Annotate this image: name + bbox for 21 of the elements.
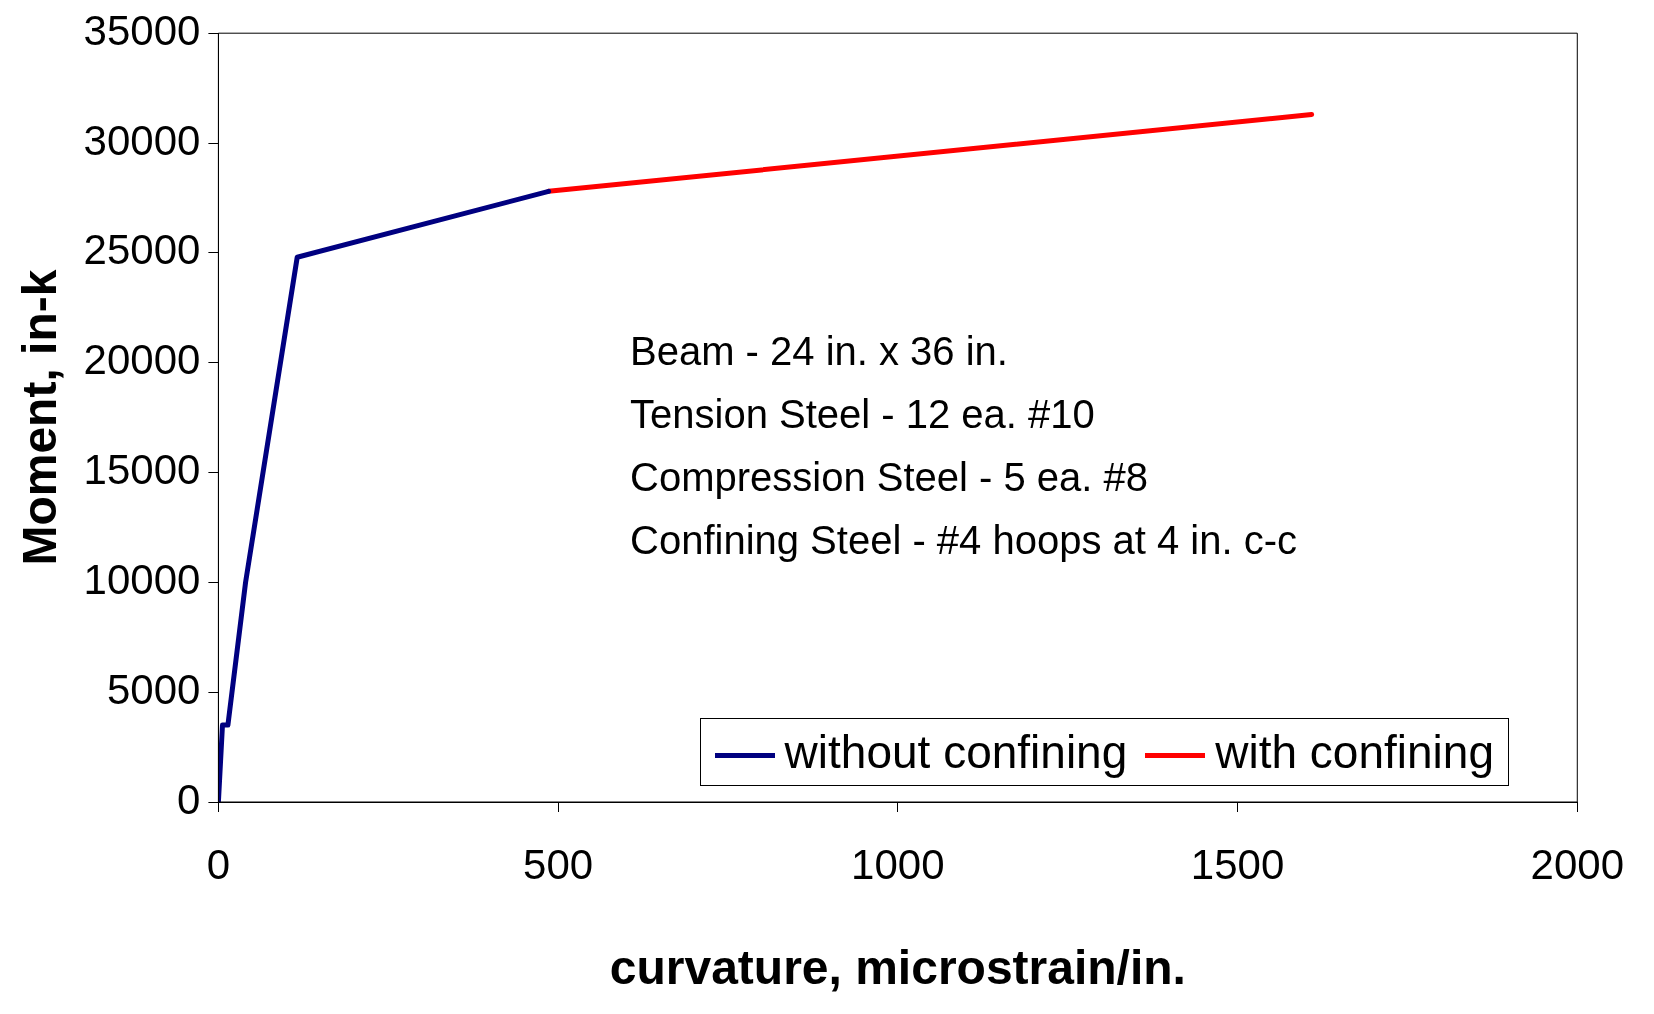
y-tick-label: 35000 (83, 6, 201, 54)
y-tick-label: 5000 (106, 665, 201, 713)
x-tick-label: 2000 (1530, 840, 1624, 888)
annotation: Tension Steel - 12 ea. #10 (630, 391, 1096, 438)
annotation: Beam - 24 in. x 36 in. (630, 328, 1009, 375)
x-tick-label: 1500 (1190, 840, 1285, 888)
y-axis-title: Moment, in-k (13, 269, 67, 566)
y-tick-label: 0 (177, 775, 201, 823)
legend-label: without confining (784, 726, 1128, 778)
annotation: Confining Steel - #4 hoops at 4 in. c-c (630, 517, 1298, 564)
y-tick-label: 15000 (83, 446, 201, 494)
x-tick-label: 1000 (851, 840, 945, 888)
y-tick-label: 30000 (83, 116, 201, 164)
legend-label: with confining (1215, 726, 1494, 778)
y-tick-label: 10000 (83, 555, 201, 603)
x-tick-label: 0 (206, 840, 231, 888)
x-axis-title: curvature, microstrain/in. (609, 941, 1186, 995)
y-tick-label: 20000 (83, 336, 201, 384)
annotation: Compression Steel - 5 ea. #8 (630, 454, 1150, 501)
y-tick-label: 25000 (83, 226, 201, 274)
x-tick-label: 500 (523, 840, 594, 888)
